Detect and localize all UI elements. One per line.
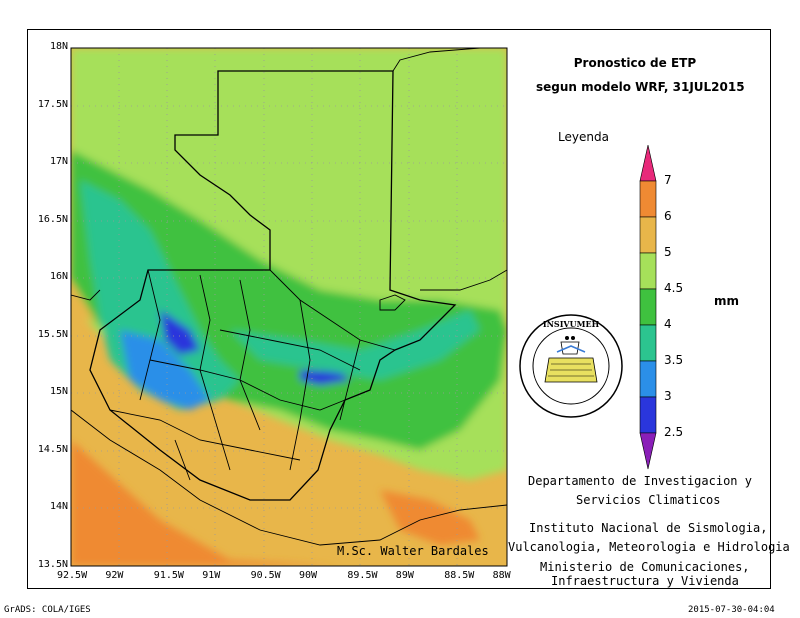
footer-left: GrADS: COLA/IGES <box>4 605 91 615</box>
lat-tick-label: 17N <box>49 156 68 167</box>
colorbar <box>639 145 657 470</box>
lat-tick-label: 15.5N <box>37 328 68 340</box>
colorbar-top-triangle <box>639 145 657 182</box>
footer-right: 2015-07-30-04:04 <box>688 605 775 615</box>
colorbar-segment <box>639 324 657 362</box>
lat-tick-label: 17.5N <box>37 98 68 110</box>
colorbar-tick-label: 4 <box>664 317 672 331</box>
colorbar-tick-label: 7 <box>664 173 672 187</box>
lon-tick-label: 92.5W <box>57 570 88 581</box>
institution-line4: Vulcanologia, Meteorologia e Hidrologia <box>508 540 790 554</box>
lat-tick-label: 14N <box>49 501 68 512</box>
chart-title: Pronostico de ETP <box>573 56 697 70</box>
institution-line3: Instituto Nacional de Sismologia, <box>529 521 768 535</box>
lon-tick-label: 89W <box>395 570 414 581</box>
lat-tick-label: 15N <box>49 386 68 397</box>
grid-lines <box>71 48 507 566</box>
lat-tick-label: 18N <box>49 41 68 52</box>
colorbar-segment <box>639 396 657 434</box>
department-borders <box>109 269 396 481</box>
colorbar-tick-label: 3.5 <box>664 353 684 367</box>
author-credit: M.Sc. Walter Bardales <box>337 544 489 558</box>
figure-frame <box>27 29 771 589</box>
lon-tick-label: 88.5W <box>444 570 475 581</box>
colorbar-tick-label: 3 <box>664 389 672 403</box>
institution-line2: Servicios Climaticos <box>576 493 721 507</box>
lat-tick-label: 14.5N <box>37 443 68 455</box>
coastlines <box>71 48 507 546</box>
unit-label: mm <box>714 294 740 308</box>
lat-tick-label: 16N <box>49 271 68 282</box>
lon-tick-label: 90.5W <box>250 570 281 581</box>
institution-line5: Ministerio de Comunicaciones, <box>540 560 750 574</box>
colorbar-tick-label: 2.5 <box>664 425 684 439</box>
legend-title: Leyenda <box>558 130 609 144</box>
lon-tick-label: 88W <box>492 570 511 581</box>
lon-tick-label: 90W <box>299 570 318 581</box>
institution-line6: Infraestructura y Vivienda <box>551 574 739 588</box>
lon-tick-label: 91.5W <box>153 570 184 581</box>
colorbar-tick-label: 5 <box>664 245 672 259</box>
insivumeh-logo: INSIVUMEH <box>519 314 623 418</box>
colorbar-segment <box>639 180 657 218</box>
chart-subtitle: segun modelo WRF, 31JUL2015 <box>536 80 745 94</box>
logo-text: INSIVUMEH <box>543 319 600 329</box>
colorbar-bottom-triangle <box>639 432 657 470</box>
lon-tick-label: 89.5W <box>347 570 378 581</box>
country-border <box>89 70 457 501</box>
lon-tick-label: 92W <box>105 570 124 581</box>
colorbar-segment <box>639 360 657 398</box>
colorbar-segment <box>639 216 657 254</box>
colorbar-segment <box>639 252 657 290</box>
lon-tick-label: 91W <box>202 570 221 581</box>
institution-line1: Departamento de Investigacion y <box>528 474 752 488</box>
colorbar-tick-label: 6 <box>664 209 672 223</box>
colorbar-tick-label: 4.5 <box>664 281 684 295</box>
lat-tick-label: 13.5N <box>37 558 68 570</box>
lat-tick-label: 16.5N <box>37 213 68 225</box>
colorbar-segment <box>639 288 657 326</box>
